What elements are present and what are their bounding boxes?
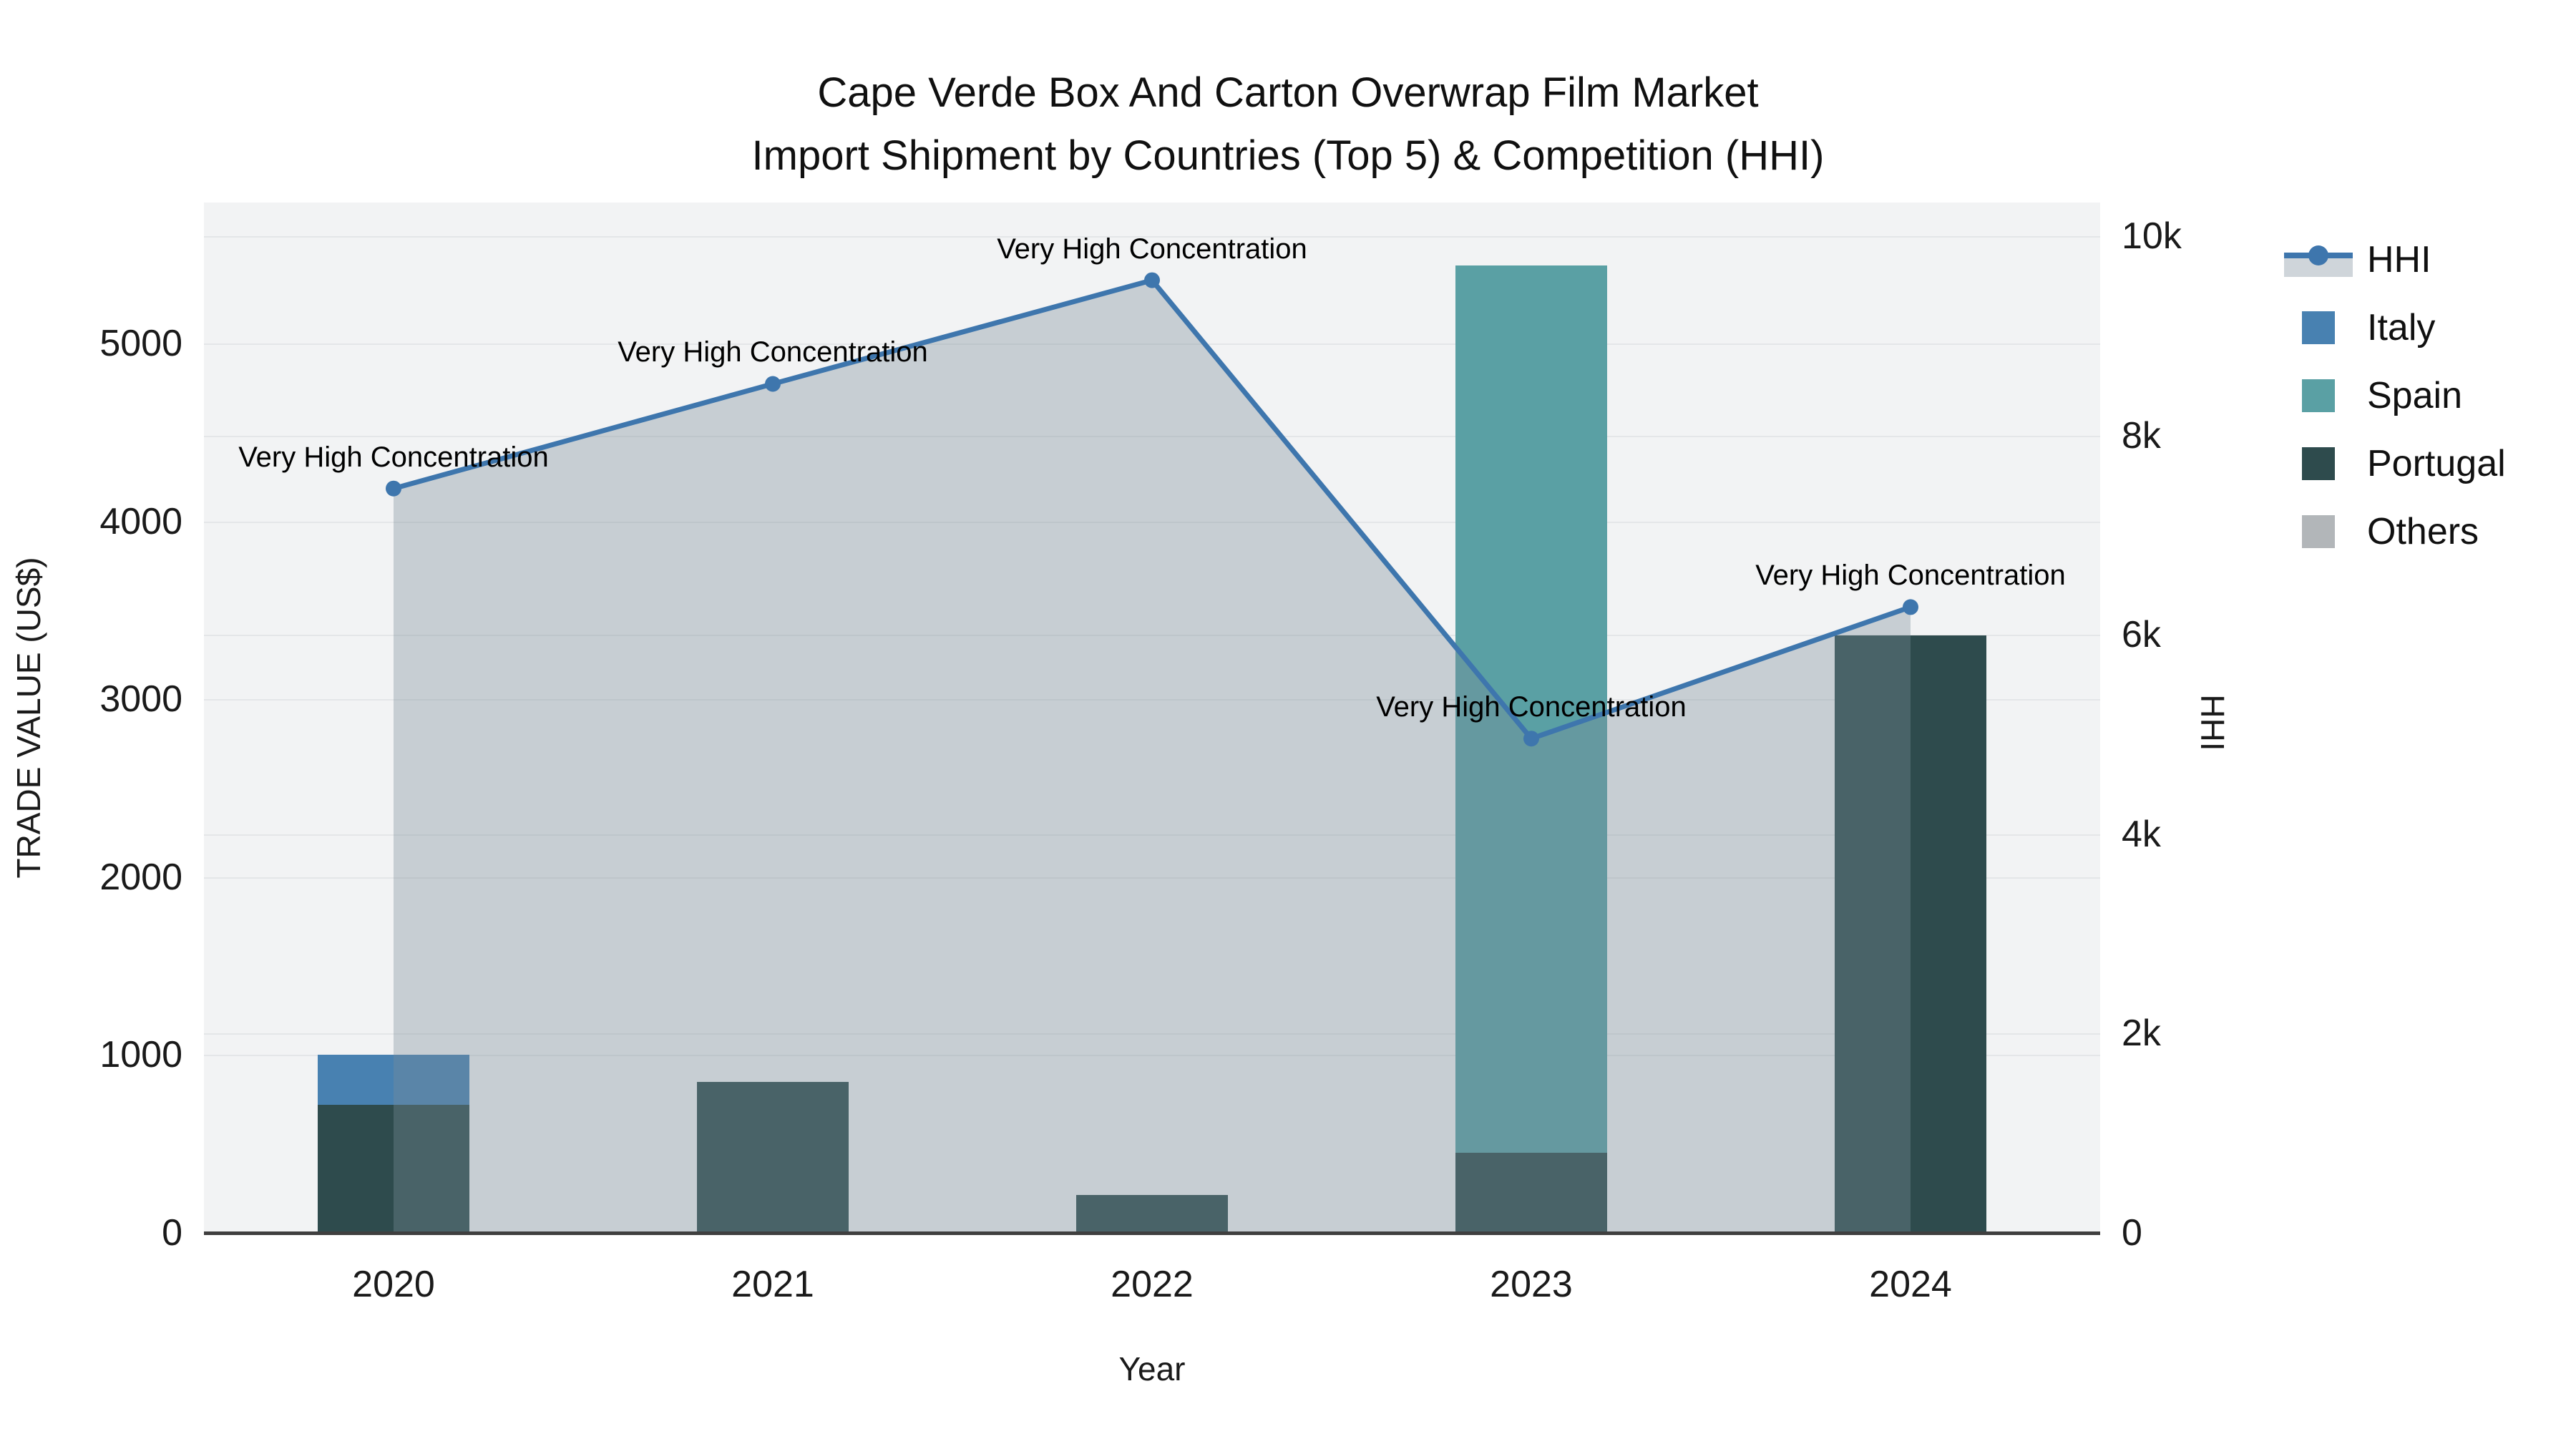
gridline-left-1000 — [204, 1055, 2100, 1056]
legend-color-square — [2302, 311, 2335, 344]
legend-color-square — [2302, 447, 2335, 480]
gridline-right-6k — [204, 635, 2100, 636]
legend-color-square — [2302, 514, 2335, 548]
legend-label: Spain — [2367, 374, 2462, 416]
plot-area — [204, 203, 2100, 1233]
y-right-axis-title: HHI — [2194, 694, 2231, 751]
hhi-point-2024[interactable] — [1903, 599, 1918, 615]
y-left-axis-title: TRADE VALUE (US$) — [10, 557, 47, 879]
hhi-point-2020[interactable] — [386, 480, 401, 497]
x-tick-2022: 2022 — [1111, 1264, 1194, 1305]
legend-line-swatch — [2283, 240, 2354, 280]
annotation-2020: Very High Concentration — [238, 441, 549, 473]
x-tick-2021: 2021 — [731, 1264, 814, 1305]
y-left-tick-3000: 3000 — [99, 678, 182, 720]
x-tick-2020: 2020 — [352, 1264, 435, 1305]
bar-portugal-2023[interactable] — [1455, 1153, 1607, 1233]
legend-item-spain[interactable]: Spain — [2283, 361, 2506, 429]
y-right-tick-2k: 2k — [2122, 1013, 2161, 1054]
y-left-tick-1000: 1000 — [99, 1034, 182, 1075]
legend-square-swatch — [2283, 311, 2354, 344]
gridline-left-5000 — [204, 343, 2100, 345]
legend-square-swatch — [2283, 514, 2354, 548]
legend-marker-dot — [2308, 245, 2328, 265]
legend-label: Italy — [2367, 306, 2436, 348]
y-left-tick-2000: 2000 — [99, 857, 182, 898]
bar-portugal-2021[interactable] — [697, 1082, 849, 1233]
gridline-right-8k — [204, 436, 2100, 437]
y-left-tick-4000: 4000 — [99, 501, 182, 542]
bar-spain-2023[interactable] — [1455, 265, 1607, 1233]
legend-square-swatch — [2283, 379, 2354, 412]
legend-label: Portugal — [2367, 442, 2506, 484]
bar-portugal-2020[interactable] — [318, 1105, 469, 1233]
hhi-point-2022[interactable] — [1144, 272, 1160, 288]
y-right-tick-0: 0 — [2122, 1212, 2142, 1254]
annotation-2023: Very High Concentration — [1376, 691, 1687, 723]
hhi-point-2021[interactable] — [765, 376, 781, 392]
legend-item-others[interactable]: Others — [2283, 497, 2506, 565]
gridline-left-3000 — [204, 699, 2100, 701]
legend-item-italy[interactable]: Italy — [2283, 293, 2506, 361]
y-left-tick-0: 0 — [162, 1212, 182, 1254]
legend: HHI Italy Spain Portugal Others — [2283, 225, 2506, 565]
legend-item-hhi[interactable]: HHI — [2283, 225, 2506, 293]
x-axis-line — [204, 1231, 2100, 1235]
x-tick-2023: 2023 — [1490, 1264, 1573, 1305]
gridline-right-10k — [204, 236, 2100, 238]
y-right-tick-10k: 10k — [2122, 215, 2182, 257]
chart-title-line1: Cape Verde Box And Carton Overwrap Film … — [817, 69, 1759, 116]
gridline-left-4000 — [204, 522, 2100, 523]
gridline-right-2k — [204, 1033, 2100, 1035]
x-tick-2024: 2024 — [1869, 1264, 1952, 1305]
annotation-2024: Very High Concentration — [1755, 560, 2066, 591]
annotation-2021: Very High Concentration — [618, 336, 928, 368]
annotation-2022: Very High Concentration — [997, 233, 1307, 265]
bar-portugal-2022[interactable] — [1076, 1195, 1228, 1233]
legend-label: HHI — [2367, 238, 2431, 280]
gridline-left-2000 — [204, 877, 2100, 879]
y-left-tick-5000: 5000 — [99, 323, 182, 364]
hhi-line-layer — [386, 272, 1918, 1233]
legend-square-swatch — [2283, 447, 2354, 480]
y-right-tick-8k: 8k — [2122, 415, 2161, 457]
legend-color-square — [2302, 379, 2335, 412]
legend-item-portugal[interactable]: Portugal — [2283, 429, 2506, 497]
chart-title-line2: Import Shipment by Countries (Top 5) & C… — [751, 132, 1825, 179]
y-right-tick-4k: 4k — [2122, 814, 2161, 855]
y-right-tick-6k: 6k — [2122, 614, 2161, 655]
bar-portugal-2024[interactable] — [1835, 635, 1986, 1233]
gridline-right-4k — [204, 834, 2100, 836]
hhi-area-fill — [394, 280, 1911, 1233]
legend-label: Others — [2367, 510, 2479, 552]
x-axis-title: Year — [1118, 1350, 1186, 1387]
